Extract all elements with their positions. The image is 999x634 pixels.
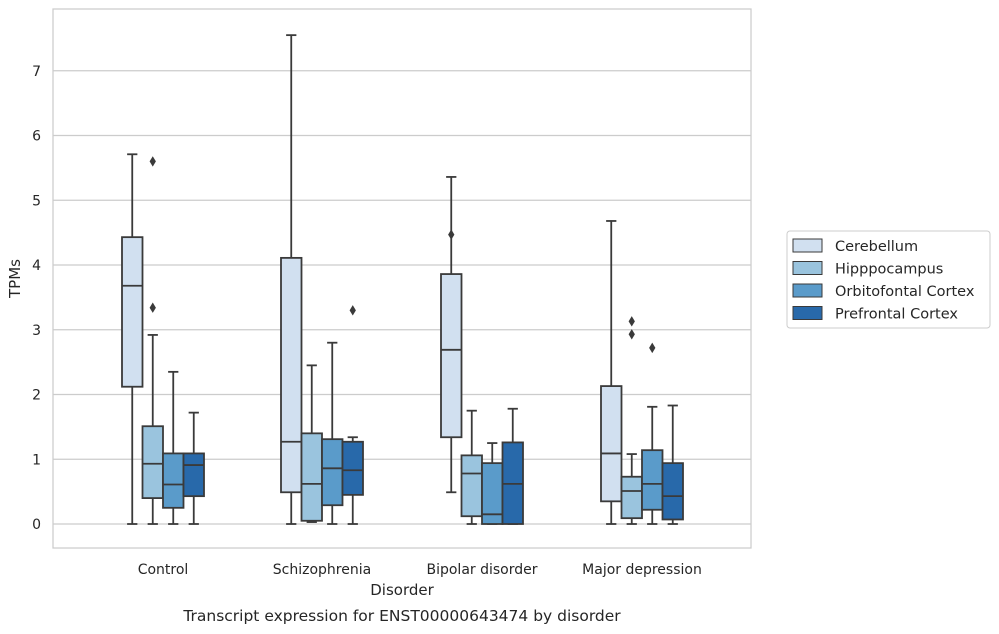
box-iqr <box>341 440 364 496</box>
box-iqr <box>440 273 463 439</box>
box-2-3 <box>641 342 664 525</box>
box-iqr <box>280 256 303 494</box>
box-iqr <box>321 438 344 507</box>
outlier-point <box>149 156 156 167</box>
y-tick-label: 0 <box>32 517 41 533</box>
x-tick-label: Major depression <box>582 562 702 578</box>
x-tick-label: Schizophrenia <box>273 562 371 578</box>
box-0-0 <box>121 153 144 525</box>
box-0-3 <box>600 220 623 525</box>
box-2-1 <box>321 341 344 525</box>
box-3-0 <box>182 411 205 525</box>
box-iqr <box>300 432 323 522</box>
box-0-2 <box>440 176 463 494</box>
legend-label: Prefrontal Cortex <box>835 307 958 323</box>
y-tick-label: 1 <box>32 452 41 468</box>
outlier-point <box>628 329 635 340</box>
box-3-1 <box>341 305 364 525</box>
outlier-point <box>649 342 656 354</box>
box-iqr <box>162 452 185 509</box>
plot-marks <box>121 34 684 525</box>
outlier-point <box>448 229 455 240</box>
y-tick-label: 2 <box>32 388 41 404</box>
box-3-3 <box>661 404 684 525</box>
box-iqr <box>641 449 664 511</box>
box-iqr <box>182 452 205 498</box>
y-tick-label: 5 <box>32 193 41 209</box>
legend-swatch <box>792 261 823 275</box>
y-axis-label: TPMs <box>6 259 24 299</box>
box-1-3 <box>620 316 643 525</box>
box-iqr <box>620 475 643 520</box>
box-3-2 <box>501 407 524 525</box>
legend: Cerebellum Hipppocampus Orbitofontal Corte… <box>786 230 991 329</box>
legend-swatch <box>792 238 823 253</box>
plot-frame <box>52 8 752 549</box>
box-0-1 <box>280 34 303 525</box>
y-tick-label: 3 <box>32 323 41 339</box>
box-iqr <box>141 425 164 500</box>
outlier-point <box>349 305 356 316</box>
box-iqr <box>460 454 483 518</box>
x-tick-label: Control <box>138 562 189 578</box>
x-tick-label: Bipolar disorder <box>426 562 537 578</box>
legend-frame <box>786 230 991 329</box>
legend-label: Cerebellum <box>835 239 918 255</box>
box-iqr <box>121 236 144 388</box>
outlier-point <box>149 302 156 313</box>
x-axis-ticks: Control Schizophrenia Bipolar disorder Majo… <box>138 562 702 578</box>
box-1-2 <box>460 409 483 525</box>
legend-swatch <box>792 283 823 298</box>
y-tick-label: 7 <box>32 64 41 80</box>
legend-swatch <box>792 306 823 320</box>
chart-caption: Transcript expression for ENST0000064347… <box>182 607 621 625</box>
legend-label: Orbitofontal Cortex <box>835 284 975 300</box>
box-iqr <box>661 462 684 521</box>
y-axis-ticks: 0 1 2 3 4 5 6 7 <box>32 64 41 533</box>
x-axis-label: Disorder <box>370 581 434 599</box>
y-tick-label: 4 <box>32 258 41 274</box>
box-2-0 <box>162 370 185 525</box>
box-1-1 <box>300 364 323 523</box>
y-tick-label: 6 <box>32 129 41 145</box>
outlier-point <box>628 316 635 327</box>
box-1-0 <box>141 156 164 525</box>
box-2-2 <box>481 442 504 525</box>
legend-label: Hipppocampus <box>835 262 943 278</box>
box-iqr <box>600 385 623 503</box>
